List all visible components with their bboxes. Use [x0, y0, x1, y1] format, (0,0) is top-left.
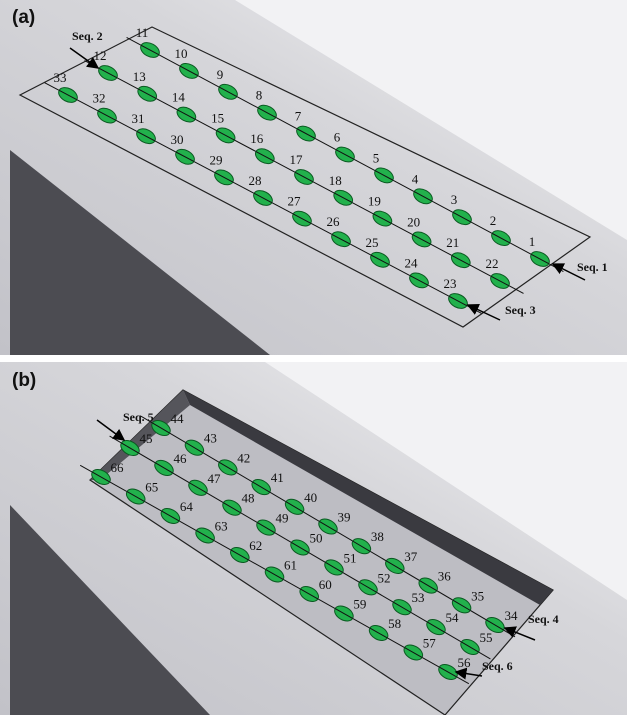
panel-label: (b): [12, 370, 36, 391]
spot-label: 43: [204, 431, 217, 446]
spot-label: 45: [140, 431, 153, 446]
spot-label: 63: [215, 518, 228, 533]
spot-label: 56: [458, 655, 472, 670]
seq-label: Seq. 3: [505, 303, 536, 317]
spot-label: 49: [276, 511, 289, 526]
spot-label: 30: [171, 132, 184, 147]
figure: (a) (b) 12345678910111213141516171819202…: [0, 0, 627, 715]
spot-label: 24: [405, 255, 419, 270]
spot-label: 19: [368, 194, 381, 209]
spot-label: 55: [480, 630, 493, 645]
spot-label: 10: [175, 46, 188, 61]
spot-label: 15: [211, 110, 224, 125]
spot-label: 5: [373, 150, 380, 165]
seq-label: Seq. 5: [123, 410, 154, 424]
spot-label: 28: [249, 173, 262, 188]
spot-label: 12: [94, 48, 107, 63]
spot-label: 25: [366, 235, 379, 250]
spot-label: 33: [54, 70, 67, 85]
spot-label: 52: [378, 570, 391, 585]
spot-label: 54: [446, 610, 460, 625]
spot-label: 8: [256, 88, 263, 103]
spot-label: 9: [217, 67, 224, 82]
spot-label: 38: [371, 529, 384, 544]
spot-label: 62: [249, 538, 262, 553]
spot-label: 31: [132, 111, 145, 126]
spot-label: 13: [133, 69, 146, 84]
spot-label: 58: [388, 616, 401, 631]
spot-label: 16: [250, 131, 264, 146]
spot-label: 34: [505, 608, 519, 623]
spot-label: 47: [208, 471, 222, 486]
spot-label: 20: [407, 214, 420, 229]
spot-label: 18: [329, 173, 342, 188]
spot-label: 26: [327, 214, 341, 229]
spot-label: 29: [210, 152, 223, 167]
panel-label: (a): [12, 7, 35, 28]
spot-label: 46: [174, 451, 188, 466]
seq-label: Seq. 1: [577, 260, 608, 274]
spot-label: 66: [111, 460, 125, 475]
seq-label: Seq. 6: [482, 659, 513, 673]
spot-label: 14: [172, 90, 186, 105]
spot-label: 53: [412, 590, 425, 605]
spot-label: 57: [423, 635, 437, 650]
spot-label: 51: [344, 550, 357, 565]
spot-label: 35: [471, 588, 484, 603]
spot-label: 4: [412, 171, 419, 186]
spot-label: 6: [334, 129, 341, 144]
spot-label: 64: [180, 499, 194, 514]
spot-label: 48: [242, 491, 255, 506]
spot-label: 39: [338, 509, 351, 524]
spot-label: 41: [271, 470, 284, 485]
spot-label: 11: [136, 25, 149, 40]
spot-label: 42: [237, 450, 250, 465]
spot-label: 21: [446, 235, 459, 250]
seq-label: Seq. 4: [528, 612, 559, 626]
spot-label: 60: [319, 577, 332, 592]
spot-label: 40: [304, 490, 317, 505]
spot-label: 2: [490, 213, 497, 228]
spot-label: 17: [290, 152, 304, 167]
spot-label: 36: [438, 569, 452, 584]
spot-label: 50: [310, 530, 323, 545]
seq-label: Seq. 2: [72, 29, 103, 43]
spot-label: 1: [529, 234, 536, 249]
spot-label: 7: [295, 109, 302, 124]
spot-label: 3: [451, 192, 458, 207]
spot-label: 65: [145, 479, 158, 494]
spot-label: 27: [288, 194, 302, 209]
spot-label: 22: [486, 256, 499, 271]
spot-label: 23: [444, 276, 457, 291]
spot-label: 59: [353, 596, 366, 611]
spot-label: 44: [171, 411, 185, 426]
spot-label: 61: [284, 557, 297, 572]
spot-label: 32: [93, 91, 106, 106]
spot-label: 37: [404, 549, 418, 564]
